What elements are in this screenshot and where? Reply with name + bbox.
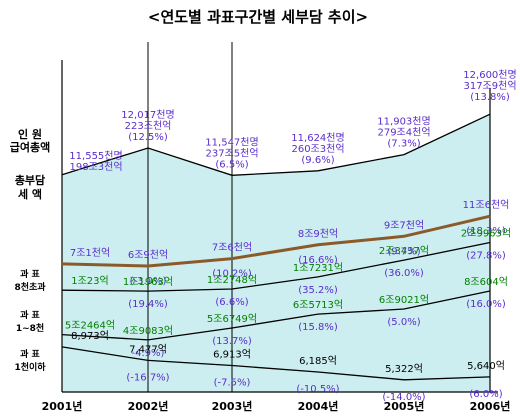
- x-tick-label: 2005년: [384, 399, 425, 413]
- data-label: 2조9963억: [461, 227, 511, 239]
- rate-label: (-10.5%): [296, 384, 339, 395]
- series-label: 과 표: [20, 348, 40, 360]
- data-label: 12,017천명: [121, 109, 174, 121]
- data-label: 1조23억: [71, 275, 109, 287]
- data-label: 11조6천억: [463, 199, 510, 211]
- data-label: 12,600천명: [463, 69, 516, 81]
- rate-label: (16.0%): [466, 299, 506, 310]
- series-line-3: [61, 290, 491, 341]
- rate-label: (5.0%): [387, 317, 420, 328]
- plot-area: 2001년 2002년 2003년 2004년 2005년 2006년 인 원급여총액총부담…: [10, 42, 517, 413]
- series-label: 급여총액: [10, 140, 50, 154]
- x-tick-label: 2003년: [212, 399, 253, 413]
- chart-title: <연도별 과표구간별 세부담 추이>: [148, 8, 368, 26]
- rate-label: (27.8%): [466, 250, 506, 261]
- rate-label: (13.8%): [470, 92, 510, 103]
- data-label: 7조6천억: [212, 242, 252, 254]
- data-label: 11,624천명: [291, 132, 344, 144]
- rate-label: (9.7%): [387, 246, 420, 257]
- rate-label: (36.0%): [384, 268, 424, 279]
- series-label: 1천이하: [14, 361, 46, 373]
- rate-label: (16.6%): [298, 255, 338, 266]
- x-tick-label: 2001년: [42, 399, 83, 413]
- series-line-2: [61, 241, 491, 292]
- x-tick-label: 2002년: [128, 399, 169, 413]
- series-label: 과 표: [20, 309, 40, 321]
- rate-label: (13.7%): [212, 336, 252, 347]
- data-label: 8조604억: [464, 276, 508, 288]
- rate-label: (-7.5%): [214, 377, 251, 388]
- rate-label: (18.3%): [466, 226, 506, 237]
- rate-label: (35.2%): [298, 285, 338, 296]
- series-line-0: [61, 113, 491, 176]
- rate-label: (10.2%): [212, 269, 252, 280]
- data-label: 279조4천억: [377, 127, 430, 139]
- series-label: 총부담: [15, 173, 45, 187]
- rate-label: (-16.7%): [126, 372, 169, 383]
- rate-label: (-3.0%): [130, 276, 167, 287]
- series-label: 세 액: [18, 187, 42, 201]
- data-label: 8조9천억: [298, 228, 338, 240]
- area-fill: [62, 114, 490, 392]
- rate-label: (-14.0%): [382, 392, 425, 403]
- data-label: 1조1963억: [123, 276, 173, 288]
- data-label: 198조3천억: [69, 161, 122, 173]
- series-label: 과 표: [20, 268, 40, 280]
- data-label: 5조2464억: [65, 320, 115, 332]
- rate-label: (6.5%): [215, 159, 248, 170]
- data-label: 1조2748억: [207, 274, 257, 286]
- rate-label: (15.8%): [298, 322, 338, 333]
- data-label: 9조7천억: [384, 219, 424, 231]
- data-label: 4조9083억: [123, 325, 173, 337]
- data-label: 11,547천명: [205, 136, 258, 148]
- data-label: 5조6749억: [207, 313, 257, 325]
- data-label: 5,640억: [467, 360, 505, 372]
- data-label: 260조3천억: [291, 143, 344, 155]
- rate-label: (7.3%): [387, 139, 420, 150]
- data-label: 317조9천억: [463, 80, 516, 92]
- data-label: 6조9021억: [379, 294, 429, 306]
- data-label: 6,185억: [299, 355, 337, 367]
- data-label: 2조3437억: [379, 245, 429, 257]
- data-label: 5,322억: [385, 363, 423, 375]
- data-label: 11,555천명: [69, 150, 122, 162]
- data-label: 6조9천억: [128, 249, 168, 261]
- rate-label: (6.0%): [469, 389, 502, 400]
- x-tick-label: 2006년: [470, 399, 511, 413]
- rate-label: (9.6%): [301, 155, 334, 166]
- data-label: 223조천억: [125, 120, 172, 132]
- series-line-4: [61, 346, 491, 381]
- data-label: 1조7231억: [293, 262, 343, 274]
- rate-label: (19.4%): [128, 299, 168, 310]
- series-label: 1~8천: [16, 323, 44, 334]
- rate-label: (6.6%): [215, 297, 248, 308]
- rate-label: (12.5%): [128, 132, 168, 143]
- data-label: 237조5천억: [205, 147, 258, 159]
- x-tick-label: 2004년: [298, 399, 339, 413]
- data-label: 7,477억: [129, 343, 167, 355]
- series-label: 8천초과: [14, 281, 46, 293]
- data-label: 6,913억: [213, 348, 251, 360]
- series-line-1: [61, 214, 491, 268]
- data-label: 8,973억: [71, 330, 109, 342]
- data-label: 7조1천억: [70, 247, 110, 259]
- series-label: 인 원: [18, 127, 42, 141]
- rate-label: -4.9%): [132, 348, 165, 359]
- data-label: 6조5713억: [293, 299, 343, 311]
- data-label: 11,903천명: [377, 116, 430, 128]
